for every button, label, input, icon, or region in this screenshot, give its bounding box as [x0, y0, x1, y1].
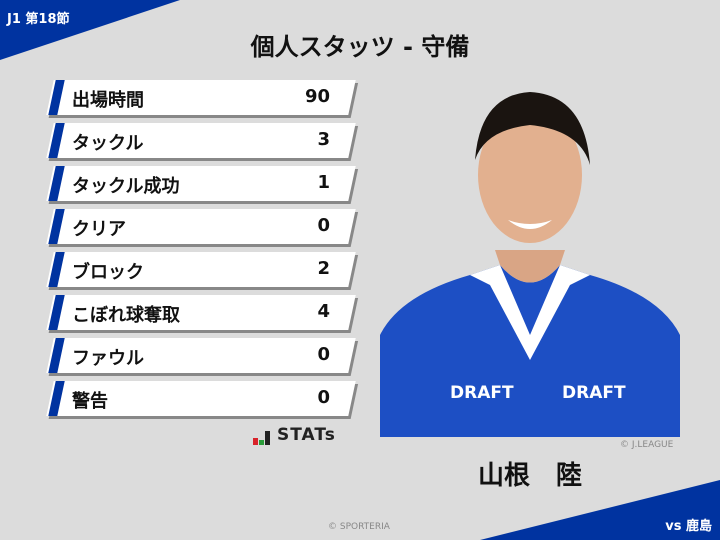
- photo-credit: © J.LEAGUE: [620, 440, 674, 450]
- stat-row: クリア 0: [46, 209, 356, 244]
- stat-row: タックル成功 1: [46, 166, 356, 201]
- stat-row: タックル 3: [46, 123, 356, 158]
- stat-value: 2: [317, 258, 330, 279]
- stat-value: 90: [304, 86, 330, 107]
- copyright: © SPORTERIA: [328, 522, 390, 532]
- stat-label: クリア: [72, 219, 126, 240]
- stat-label: ファウル: [72, 348, 144, 369]
- stat-label: タックル: [72, 133, 144, 154]
- stat-label: こぼれ球奪取: [72, 305, 180, 326]
- bar-chart-icon: [253, 431, 270, 445]
- stat-value: 3: [317, 129, 330, 150]
- stat-label: ブロック: [72, 262, 144, 283]
- player-photo: DRAFT DRAFT: [380, 70, 680, 437]
- stat-value: 4: [317, 301, 330, 322]
- stat-value: 1: [317, 172, 330, 193]
- page-title: 個人スタッツ - 守備: [250, 33, 470, 61]
- svg-text:DRAFT: DRAFT: [562, 383, 626, 403]
- stat-label: 出場時間: [72, 90, 144, 111]
- stat-row: 警告 0: [46, 381, 356, 416]
- stats-logo-text: STATs: [277, 425, 336, 445]
- opponent-label: vs 鹿島: [665, 519, 712, 534]
- stat-value: 0: [317, 344, 330, 365]
- stats-logo: STATs: [253, 425, 336, 445]
- stat-value: 0: [317, 387, 330, 408]
- stat-value: 0: [317, 215, 330, 236]
- stat-label: タックル成功: [72, 176, 180, 197]
- round-label: J1 第18節: [7, 12, 70, 27]
- stat-row: 出場時間 90: [46, 80, 356, 115]
- player-name: 山根 陸: [477, 461, 582, 491]
- stat-row: こぼれ球奪取 4: [46, 295, 356, 330]
- stat-row: ファウル 0: [46, 338, 356, 373]
- svg-text:DRAFT: DRAFT: [450, 383, 514, 403]
- stat-label: 警告: [72, 391, 108, 412]
- stat-row: ブロック 2: [46, 252, 356, 287]
